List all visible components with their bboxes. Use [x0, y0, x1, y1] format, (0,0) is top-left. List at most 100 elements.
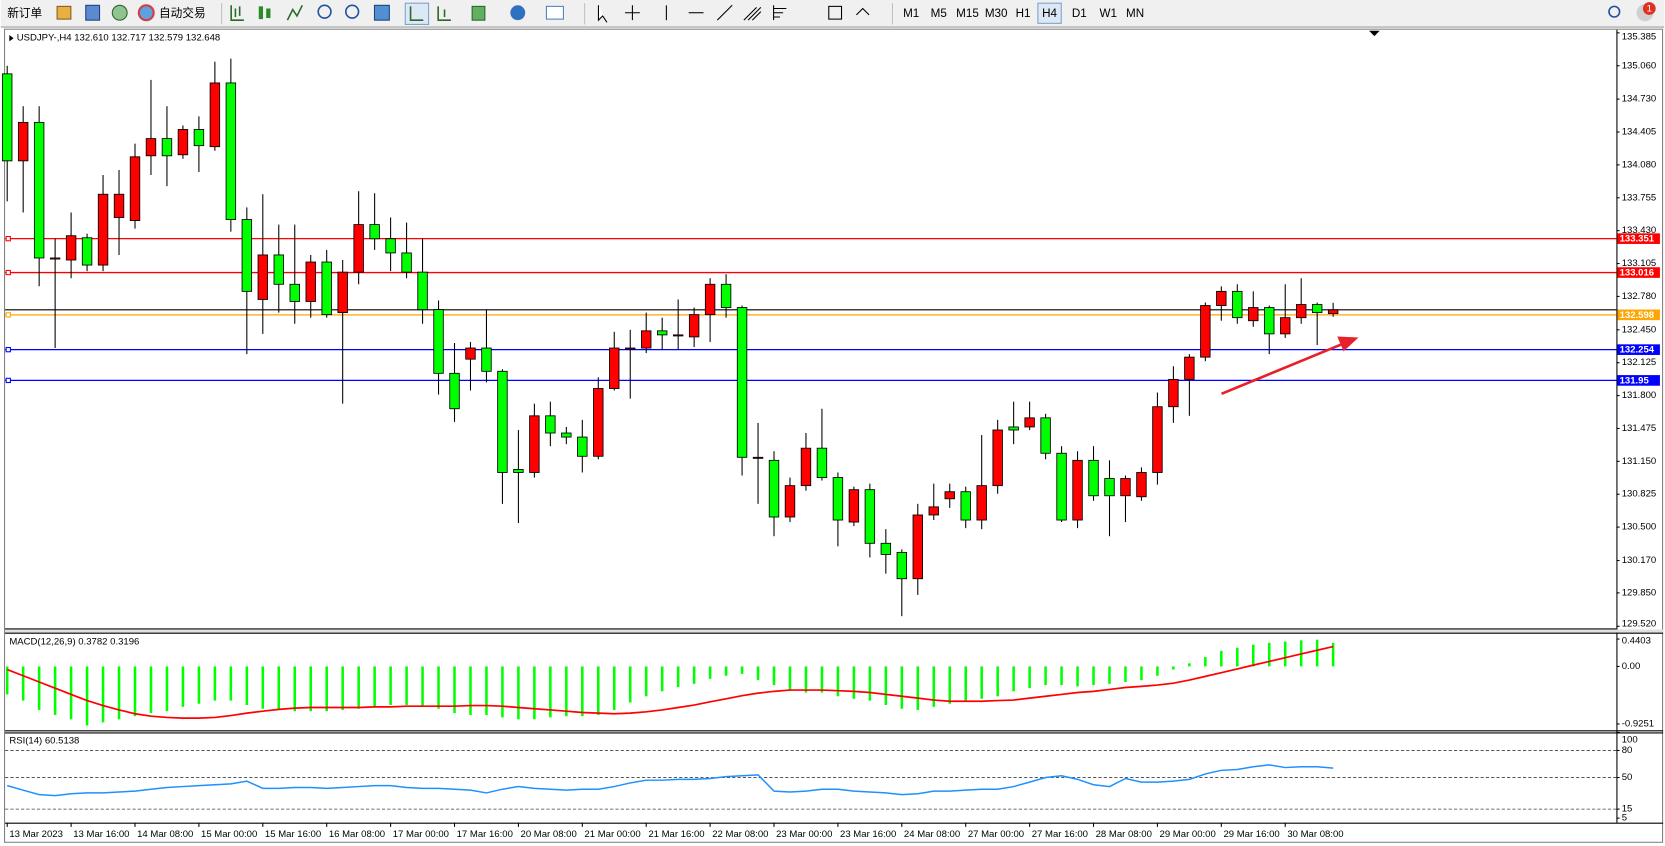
candle-body [1264, 307, 1275, 335]
candle-body [992, 429, 1003, 487]
icon[interactable] [230, 5, 244, 21]
symbol-marker [9, 35, 14, 42]
icon[interactable] [85, 4, 101, 21]
timeframe-button[interactable]: H4 [1042, 7, 1057, 20]
candle-body [1216, 290, 1227, 306]
timeframe-button[interactable]: MN [1126, 7, 1144, 20]
new-order-button[interactable]: 新订单 [7, 6, 42, 20]
cursor-tool[interactable] [597, 5, 608, 23]
candle-body [625, 347, 636, 350]
icon[interactable] [137, 4, 155, 22]
y-tick-label: 130.170 [1622, 555, 1657, 566]
timeframe-button[interactable]: M15 [956, 7, 979, 20]
icon[interactable] [510, 5, 526, 21]
icon [409, 6, 424, 21]
time-tick-label: 22 Mar 08:00 [712, 829, 768, 840]
icon[interactable] [545, 5, 564, 20]
level-tag [1617, 375, 1660, 386]
candle-body [417, 271, 428, 311]
candle-body [1232, 290, 1243, 319]
level-tag [1617, 267, 1660, 278]
candle-body [912, 514, 923, 580]
rsi-line [6, 764, 1334, 797]
timeframe-button[interactable]: H1 [1016, 7, 1031, 20]
candle-body [1088, 459, 1099, 497]
time-tick-label: 29 Mar 16:00 [1223, 829, 1279, 840]
candle-body [768, 459, 780, 518]
candle-body [1104, 478, 1115, 497]
panel-title: MACD(12,26,9) 0.3782 0.3196 [9, 637, 139, 648]
y-tick-label: 133.755 [1622, 192, 1657, 203]
annotation-arrow [1221, 336, 1359, 396]
icon[interactable] [437, 6, 451, 21]
panel-title: USDJPY-,H4 132.610 132.717 132.579 132.6… [17, 33, 220, 44]
candle-body [1200, 305, 1211, 358]
candle-body [1136, 472, 1147, 498]
candle-body [928, 506, 939, 516]
icon[interactable] [56, 5, 72, 20]
y-tick-label: 133.430 [1622, 225, 1657, 236]
candle-body [513, 469, 524, 473]
y-tick-label: 135.060 [1622, 60, 1657, 71]
time-tick-label: 24 Mar 08:00 [904, 829, 960, 840]
candle-body [33, 121, 45, 259]
candle-body [145, 138, 157, 157]
search-button[interactable] [1608, 5, 1621, 18]
candle-body [177, 129, 189, 156]
trend-tool[interactable] [716, 4, 733, 21]
label-tool[interactable] [828, 5, 843, 20]
candle-body [800, 447, 812, 487]
time-tick-label: 17 Mar 00:00 [393, 829, 449, 840]
auto-trade-button[interactable]: 自动交易 [159, 6, 206, 20]
level-handle [5, 236, 11, 242]
candle-body [273, 254, 284, 285]
plot-area: 135.385 135.060 134.730 134.405 134.080 133.7… [1, 32, 1660, 840]
candle-body [369, 224, 380, 240]
icon[interactable] [111, 4, 128, 21]
icon[interactable] [471, 5, 486, 21]
candle-body [896, 551, 908, 580]
fibo-tool[interactable] [773, 5, 787, 21]
time-tick-label: 29 Mar 00:00 [1160, 829, 1216, 840]
candle-body [449, 372, 460, 410]
timeframe-button[interactable]: M30 [985, 7, 1008, 20]
crosshair-tool[interactable] [624, 5, 640, 21]
channel-tool[interactable] [743, 7, 762, 21]
zoom-out[interactable] [345, 4, 360, 19]
timeframe-button[interactable]: M5 [931, 7, 947, 20]
candle-body [1295, 304, 1307, 319]
zoom-in[interactable] [317, 4, 332, 19]
candle-body [225, 82, 237, 220]
y-tick-label: 134.730 [1622, 94, 1657, 105]
icon[interactable] [404, 2, 430, 25]
y-tick-label: 100 [1622, 734, 1638, 745]
icon[interactable] [286, 4, 304, 21]
time-tick-label: 27 Mar 00:00 [968, 829, 1024, 840]
toolbar: 新订单 自动交易 M1 M5 M15 M30 H1 [0, 0, 1665, 28]
y-tick-label: 131.800 [1622, 390, 1657, 401]
candle-body [497, 370, 508, 473]
candle-body [161, 138, 173, 157]
chart-border [4, 28, 1664, 843]
candle-body [305, 261, 316, 302]
candle-body [1311, 304, 1323, 314]
time-tick-label: 27 Mar 16:00 [1032, 829, 1088, 840]
icon[interactable] [258, 6, 264, 20]
y-tick-label: 50 [1622, 772, 1633, 783]
timeframe-button[interactable]: M1 [903, 7, 919, 20]
icon[interactable] [266, 8, 271, 19]
candle-body [561, 432, 572, 438]
shapes-tool[interactable] [856, 7, 870, 16]
y-tick-label: 133.105 [1622, 258, 1657, 269]
candle-body [752, 456, 764, 459]
time-tick-label: 23 Mar 00:00 [776, 829, 832, 840]
notification-badge [1642, 2, 1656, 15]
y-tick-label: 130.825 [1622, 489, 1657, 500]
timeframe-button[interactable]: D1 [1072, 7, 1087, 20]
y-tick-label: 135.385 [1622, 32, 1657, 43]
icon[interactable] [373, 4, 390, 21]
y-tick-label: 134.405 [1622, 127, 1657, 138]
timeframe-button[interactable]: W1 [1099, 7, 1116, 20]
candle-body [193, 129, 205, 147]
